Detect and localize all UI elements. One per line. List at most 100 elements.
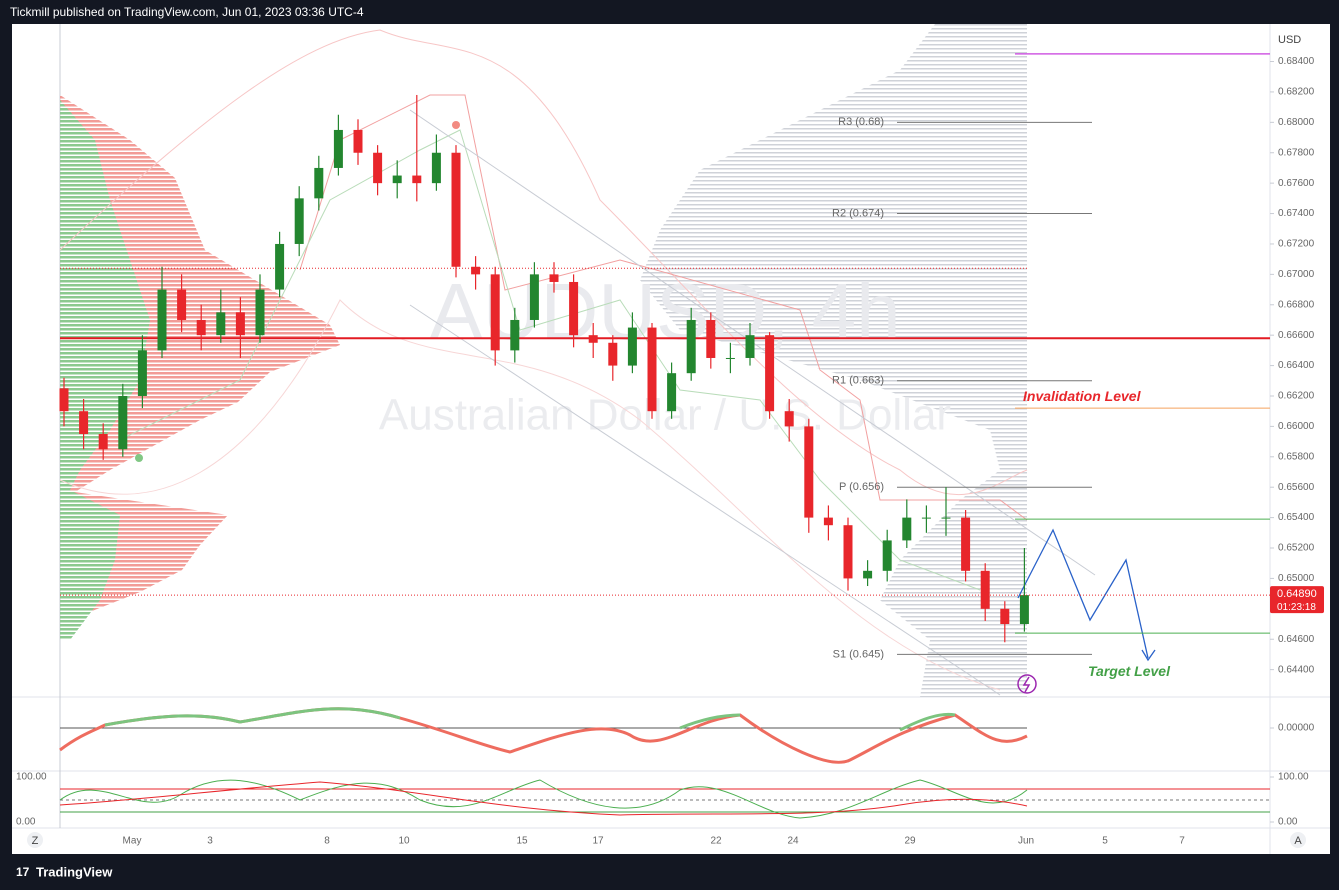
candle-body — [353, 129, 363, 153]
chart-area — [12, 24, 1330, 854]
y-tick-label: 0.65000 — [1278, 573, 1315, 584]
candle-body — [961, 517, 971, 571]
projection-arrow — [1141, 649, 1156, 662]
candle-body — [608, 342, 618, 366]
marker — [135, 454, 143, 462]
event-icon[interactable] — [1017, 674, 1037, 694]
projection-path — [1017, 528, 1149, 659]
y-tick-label: 0.64600 — [1278, 634, 1315, 645]
candle-body — [510, 319, 520, 351]
candle-body — [667, 373, 677, 412]
candle-body — [137, 350, 147, 396]
y-tick-label: 0.65400 — [1278, 512, 1315, 523]
y-tick-label: 0.66600 — [1278, 330, 1315, 341]
y-tick-label: 0.66800 — [1278, 299, 1315, 310]
y-tick-label: 0.65600 — [1278, 482, 1315, 493]
y-tick-label: 0.67800 — [1278, 147, 1315, 158]
y-tick-label: 0.67200 — [1278, 239, 1315, 250]
last-price-badge — [1270, 586, 1324, 614]
x-tick-label: May — [123, 836, 142, 847]
currency-label: USD — [1278, 34, 1301, 46]
pivot-label: R1 (0.663) — [832, 375, 884, 387]
x-tick-label: Jun — [1018, 836, 1034, 847]
candle-body — [765, 335, 775, 412]
stoch-line — [59, 779, 1028, 819]
band-line — [59, 29, 1028, 496]
y-tick-label-left: 100.00 — [16, 772, 47, 783]
stoch-line — [59, 781, 1028, 816]
footer — [0, 856, 1339, 890]
countdown-label: 01:23:18 — [1277, 602, 1316, 613]
candle-body — [706, 319, 716, 358]
x-tick-label: 24 — [787, 836, 799, 847]
y-tick-label-left: 0.00 — [16, 817, 36, 828]
x-tick-label: 15 — [516, 836, 528, 847]
y-tick-label: 0.68400 — [1278, 56, 1315, 67]
x-tick-label: 17 — [592, 836, 604, 847]
oscillator-line — [104, 707, 956, 732]
header-text: Tickmill published on TradingView.com, J… — [10, 5, 364, 19]
y-tick-label: 0.67600 — [1278, 178, 1315, 189]
y-tick-label: 0.66000 — [1278, 421, 1315, 432]
right-button[interactable]: A — [1294, 835, 1302, 847]
candle-body — [59, 388, 69, 412]
candle-body — [490, 274, 500, 351]
y-tick-label: 0.64400 — [1278, 664, 1315, 675]
button[interactable] — [27, 832, 43, 848]
x-tick-label: 7 — [1179, 836, 1185, 847]
candle-body — [314, 167, 324, 199]
x-tick-label: 29 — [904, 836, 916, 847]
candle-body — [843, 525, 853, 579]
candle-body — [451, 152, 461, 267]
x-tick-label: 10 — [398, 836, 410, 847]
footer-logo[interactable]: TradingView — [36, 864, 113, 879]
candle-body — [745, 335, 755, 358]
candle-body — [412, 175, 422, 184]
volume-profile — [640, 24, 1027, 697]
pivot-label: R2 (0.674) — [832, 207, 884, 219]
candle-body — [902, 517, 912, 541]
y-tick-label: 0.67400 — [1278, 208, 1315, 219]
left-button[interactable]: Z — [32, 835, 39, 847]
candle-body — [196, 319, 206, 336]
candle-body — [216, 312, 226, 336]
y-tick-label: 0.00000 — [1278, 723, 1315, 734]
candle-body — [177, 289, 187, 320]
candle-body — [1019, 595, 1029, 625]
candle-body — [823, 517, 833, 526]
watermark-subtitle: Australian Dollar / U.S. Dollar — [379, 391, 951, 440]
y-tick-label: 0.66200 — [1278, 391, 1315, 402]
candle-body — [118, 395, 128, 450]
y-tick-label: 0.66400 — [1278, 360, 1315, 371]
candle-body — [686, 319, 696, 374]
candle-body — [235, 312, 245, 336]
envelope-line — [299, 94, 1028, 521]
candle-body — [157, 289, 167, 351]
level-label: Invalidation Level — [1023, 388, 1142, 404]
button[interactable] — [1290, 832, 1306, 848]
candle-body — [79, 411, 89, 434]
candle-body — [784, 411, 794, 427]
candle-body — [588, 335, 598, 343]
candle-body — [275, 243, 285, 290]
watermark-title: AUDUSD, 4h — [429, 267, 900, 356]
candle-body — [1000, 608, 1010, 625]
y-tick-label: 100.00 — [1278, 772, 1309, 783]
y-tick-label: 0.00 — [1278, 817, 1298, 828]
x-tick-label: 3 — [207, 836, 213, 847]
candle-body — [569, 281, 579, 336]
x-tick-label: 8 — [324, 836, 330, 847]
candle-body — [647, 327, 657, 412]
candle-body — [549, 274, 559, 282]
candle-body — [471, 266, 481, 275]
x-tick-label: 5 — [1102, 836, 1108, 847]
y-tick-label: 0.68200 — [1278, 87, 1315, 98]
candle-body — [941, 517, 951, 519]
y-tick-label: 0.65200 — [1278, 543, 1315, 554]
candle-body — [333, 129, 343, 168]
candle-body — [725, 357, 735, 359]
pivot-label: P (0.656) — [839, 481, 884, 493]
candle-body — [863, 570, 873, 579]
